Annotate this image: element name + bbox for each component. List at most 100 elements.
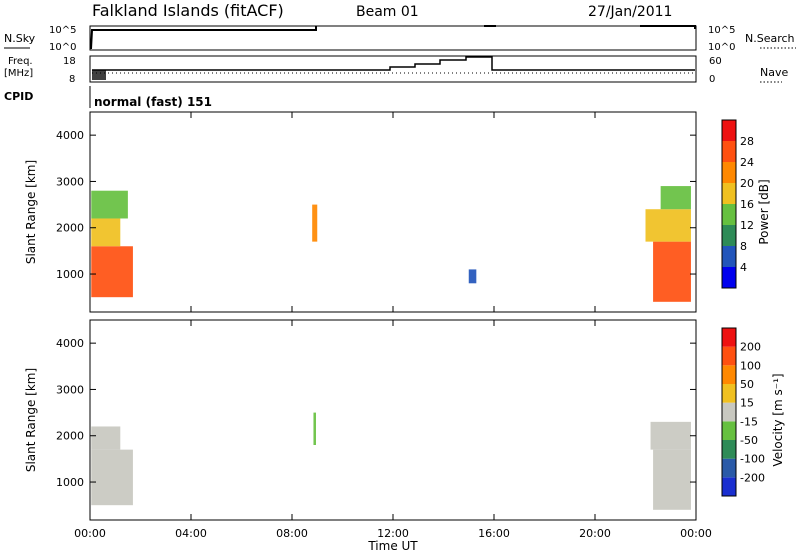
y-tick-label: 2000 xyxy=(56,430,84,443)
cpid-label: CPID xyxy=(4,90,33,103)
y-tick-label: 4000 xyxy=(56,337,84,350)
colorbar-segment xyxy=(722,421,736,440)
colorbar-segment xyxy=(722,267,736,288)
colorbar-segment xyxy=(722,440,736,459)
x-tick-label: 00:00 xyxy=(74,527,106,540)
colorbar-tick-label: 100 xyxy=(740,359,761,372)
freq-tick-bottom: 8 xyxy=(69,74,75,85)
x-tick-label: 00:00 xyxy=(680,527,712,540)
velocity-data xyxy=(91,412,691,510)
freq-unit-label: [MHz] xyxy=(4,68,33,79)
power-data xyxy=(91,186,691,302)
data-block xyxy=(312,204,318,242)
x-tick-label: 12:00 xyxy=(377,527,409,540)
nsearch-tick-bottom: 10^0 xyxy=(708,42,735,53)
colorbar-tick-label: -50 xyxy=(740,434,758,447)
nsearch-tick-top: 10^5 xyxy=(708,25,735,36)
velocity-colorbar: 200 100 50 15 -15 -50 -100 -200 xyxy=(721,327,765,497)
nsearch-label: N.Search xyxy=(745,32,795,45)
nsky-label: N.Sky xyxy=(4,32,36,45)
power-panel-frame xyxy=(89,111,697,313)
y-tick-label: 1000 xyxy=(56,268,84,281)
colorbar-tick-label: 8 xyxy=(740,240,747,253)
x-tick-label: 20:00 xyxy=(579,527,611,540)
colorbar-tick-label: 200 xyxy=(740,341,761,354)
colorbar-segment xyxy=(722,384,736,403)
colorbar-tick-label: 4 xyxy=(740,261,747,274)
data-block xyxy=(91,449,133,506)
colorbar-tick-label: 12 xyxy=(740,219,754,232)
power-colorbar: 28 24 20 16 12 8 4 xyxy=(721,119,754,289)
colorbar-tick-label: 28 xyxy=(740,135,754,148)
data-block xyxy=(91,218,121,247)
beam-title: Beam 01 xyxy=(356,4,419,20)
data-block xyxy=(650,421,691,450)
colorbar-segment xyxy=(722,141,736,162)
nsky-tick-top: 10^5 xyxy=(49,25,76,36)
data-block xyxy=(91,246,133,298)
colorbar-frame xyxy=(721,119,737,289)
x-tick-label: 08:00 xyxy=(276,527,308,540)
nave-tick-bottom: 0 xyxy=(709,74,715,85)
nsky-tick-bottom: 10^0 xyxy=(49,42,76,53)
colorbar-tick-label: 20 xyxy=(740,177,754,190)
colorbar-segment xyxy=(722,225,736,246)
colorbar-segment xyxy=(722,120,736,141)
data-block xyxy=(660,186,691,210)
nave-tick-top: 60 xyxy=(709,56,722,67)
x-axis-label: Time UT xyxy=(367,539,418,553)
data-block xyxy=(91,426,121,450)
colorbar-tick-label: 50 xyxy=(740,378,754,391)
date-title: 27/Jan/2011 xyxy=(588,4,672,20)
colorbar-segment xyxy=(722,204,736,225)
cpid-program: normal (fast) 151 xyxy=(94,95,212,109)
velocity-ylabel: Slant Range [km] xyxy=(24,368,38,472)
nsky-panel-frame xyxy=(89,25,697,51)
colorbar-segment xyxy=(722,183,736,204)
colorbar-tick-label: 24 xyxy=(740,156,754,169)
data-block xyxy=(313,412,316,445)
y-tick-label: 1000 xyxy=(56,476,84,489)
freq-tick-top: 18 xyxy=(63,56,76,67)
nave-label: Nave xyxy=(760,66,788,79)
power-colorbar-label: Power [dB] xyxy=(757,179,771,244)
x-tick-label: 16:00 xyxy=(478,527,510,540)
y-tick-label: 3000 xyxy=(56,175,84,188)
y-tick-label: 3000 xyxy=(56,383,84,396)
colorbar-tick-label: 15 xyxy=(740,397,754,410)
data-block xyxy=(653,449,691,510)
colorbar-segment xyxy=(722,328,736,347)
power-ylabel: Slant Range [km] xyxy=(24,160,38,264)
colorbar-segment xyxy=(722,246,736,267)
x-axis: 00:00 04:00 08:00 12:00 16:00 20:00 00:00 xyxy=(74,527,712,540)
station-title: Falkland Islands (fitACF) xyxy=(92,1,284,20)
colorbar-frame xyxy=(721,327,737,497)
velocity-colorbar-label: Velocity [m s⁻¹] xyxy=(771,373,785,466)
data-block xyxy=(653,241,691,302)
colorbar-segment xyxy=(722,402,736,422)
freq-trace xyxy=(92,56,695,71)
velocity-panel-frame xyxy=(89,319,697,521)
velocity-axes: 4000 3000 2000 1000 xyxy=(56,320,697,520)
data-block xyxy=(468,269,477,284)
colorbar-segment xyxy=(722,365,736,384)
colorbar-segment xyxy=(722,458,736,478)
power-axes: 4000 3000 2000 1000 xyxy=(56,112,697,312)
freq-label: Freq. xyxy=(8,56,33,67)
x-tick-label: 04:00 xyxy=(175,527,207,540)
colorbar-segment xyxy=(722,162,736,183)
colorbar-tick-label: 16 xyxy=(740,198,754,211)
colorbar-tick-label: -15 xyxy=(740,415,758,428)
nsky-trace xyxy=(90,25,696,50)
y-tick-label: 4000 xyxy=(56,129,84,142)
freq-startup-noise xyxy=(92,70,106,80)
freq-panel-frame xyxy=(89,55,697,83)
colorbar-segment xyxy=(722,477,736,496)
colorbar-tick-label: -200 xyxy=(740,471,765,484)
colorbar-segment xyxy=(722,346,736,366)
data-block xyxy=(91,190,128,219)
data-block xyxy=(645,209,691,242)
colorbar-tick-label: -100 xyxy=(740,453,765,466)
y-tick-label: 2000 xyxy=(56,222,84,235)
